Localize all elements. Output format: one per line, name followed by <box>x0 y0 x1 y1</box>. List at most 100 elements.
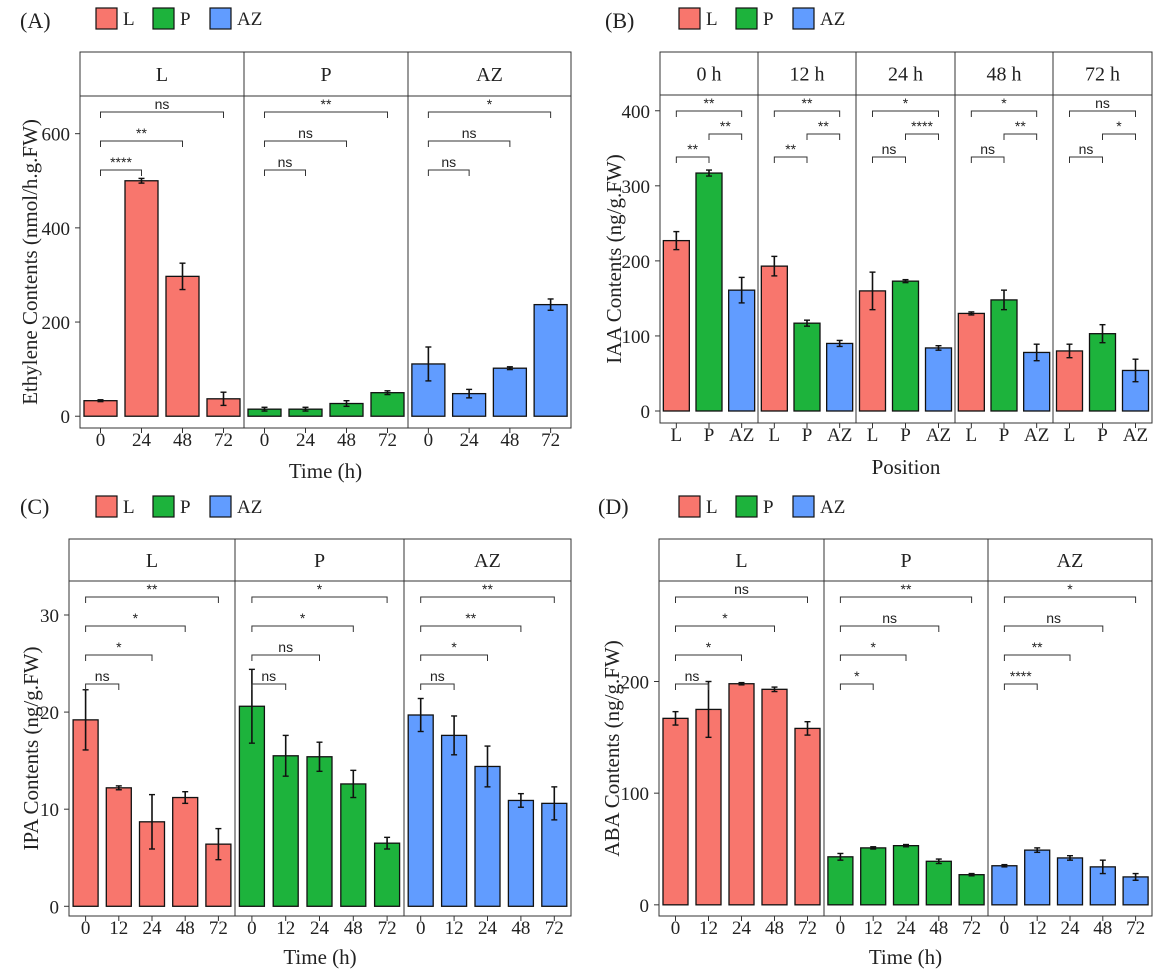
bar <box>124 180 159 417</box>
facet-strip <box>1052 51 1153 96</box>
significance-label: ns <box>980 141 995 157</box>
facet-strip <box>407 51 572 97</box>
x-tick-label: L <box>769 425 781 446</box>
x-tick-label: P <box>704 425 715 446</box>
significance-label: ** <box>818 118 829 134</box>
bracket-line <box>251 683 287 690</box>
significance-bracket: ** <box>806 118 841 140</box>
bracket-line <box>85 654 153 661</box>
facet-title: L <box>735 550 747 572</box>
significance-label: * <box>870 639 876 655</box>
significance-label: * <box>706 639 712 655</box>
significance-bracket: ** <box>100 125 183 147</box>
bracket-line <box>264 169 306 176</box>
significance-bracket: ** <box>839 581 973 603</box>
x-tick-label: 0 <box>1000 918 1010 939</box>
bracket-line <box>675 683 709 690</box>
significance-label: ns <box>1079 141 1094 157</box>
legend-swatch-l <box>95 495 118 518</box>
x-tick-label: 24 <box>732 918 752 939</box>
bracket-line <box>264 111 388 118</box>
bar <box>72 719 99 907</box>
bracket-line <box>1102 133 1136 140</box>
legend-label-az: AZ <box>237 9 262 30</box>
x-tick-label: L <box>867 425 879 446</box>
bracket-line <box>708 133 743 140</box>
facet-title: P <box>900 550 911 572</box>
bracket-line <box>872 110 939 117</box>
x-tick-label: 72 <box>962 918 981 939</box>
bracket-line <box>675 110 743 117</box>
legend-swatch-p <box>735 495 758 518</box>
x-tick-label: 24 <box>310 918 330 939</box>
bar <box>370 392 405 417</box>
significance-bracket: ns <box>970 141 1005 163</box>
significance-label: ns <box>882 141 897 157</box>
bracket-line <box>806 133 841 140</box>
legend-label-l: L <box>123 497 135 518</box>
y-tick-label: 400 <box>622 102 651 123</box>
bracket-line <box>675 625 775 632</box>
legend-swatch-az <box>209 7 232 30</box>
x-tick-label: AZ <box>1024 425 1049 446</box>
x-tick-label: 72 <box>214 430 233 451</box>
x-tick-label: 72 <box>378 430 397 451</box>
bar <box>105 787 132 907</box>
bracket-line <box>1003 625 1104 632</box>
bar <box>662 717 689 906</box>
significance-label: ns <box>462 125 477 141</box>
facet-title: P <box>314 550 325 572</box>
x-tick-label: 0 <box>416 918 426 939</box>
x-tick-label: 12 <box>1028 918 1047 939</box>
significance-label: * <box>487 96 493 112</box>
x-axis-title: Time (h) <box>289 459 362 483</box>
x-tick-label: 0 <box>836 918 846 939</box>
significance-label: **** <box>110 154 132 170</box>
significance-label: * <box>722 610 728 626</box>
x-tick-label: 24 <box>143 918 163 939</box>
bracket-line <box>100 169 142 176</box>
significance-label: ** <box>802 95 813 111</box>
facet-title: AZ <box>476 64 503 86</box>
significance-label: ** <box>785 141 796 157</box>
bracket-line <box>100 140 183 147</box>
legend-label-l: L <box>706 9 718 30</box>
bracket-line <box>675 654 742 661</box>
y-tick-label: 0 <box>641 402 651 423</box>
x-tick-label: P <box>802 425 813 446</box>
x-tick-label: 48 <box>337 430 356 451</box>
bar <box>1024 849 1051 906</box>
bar <box>1055 350 1084 412</box>
facet-title: L <box>146 550 158 572</box>
bar <box>925 860 952 906</box>
bracket-line <box>85 596 219 603</box>
facet-strip <box>855 51 956 96</box>
significance-label: ns <box>95 668 110 684</box>
x-tick-label: 48 <box>344 918 363 939</box>
significance-label: ** <box>482 581 493 597</box>
significance-label: ** <box>720 118 731 134</box>
bar <box>1122 876 1149 906</box>
significance-label: ns <box>298 125 313 141</box>
bracket-line <box>1069 110 1136 117</box>
legend-swatch-p <box>152 7 175 30</box>
facet-12h: 12 h L P AZ ** ** ** <box>757 51 857 446</box>
facet-title: L <box>156 64 168 86</box>
x-tick-label: 72 <box>541 430 560 451</box>
y-axis-title: IPA Contents (ng/g.FW) <box>19 647 43 851</box>
significance-label: ns <box>882 610 897 626</box>
significance-bracket: * <box>251 581 388 603</box>
x-tick-label: 48 <box>511 918 530 939</box>
x-tick-label: L <box>966 425 978 446</box>
x-tick-label: AZ <box>926 425 951 446</box>
y-tick-label: 100 <box>621 784 650 805</box>
significance-bracket: ns <box>1069 95 1136 117</box>
bar <box>373 842 401 907</box>
significance-label: * <box>854 668 860 684</box>
legend-label-p: P <box>763 497 774 518</box>
bar <box>340 783 367 907</box>
x-tick-label: 0 <box>424 430 434 451</box>
x-tick-label: L <box>1064 425 1076 446</box>
